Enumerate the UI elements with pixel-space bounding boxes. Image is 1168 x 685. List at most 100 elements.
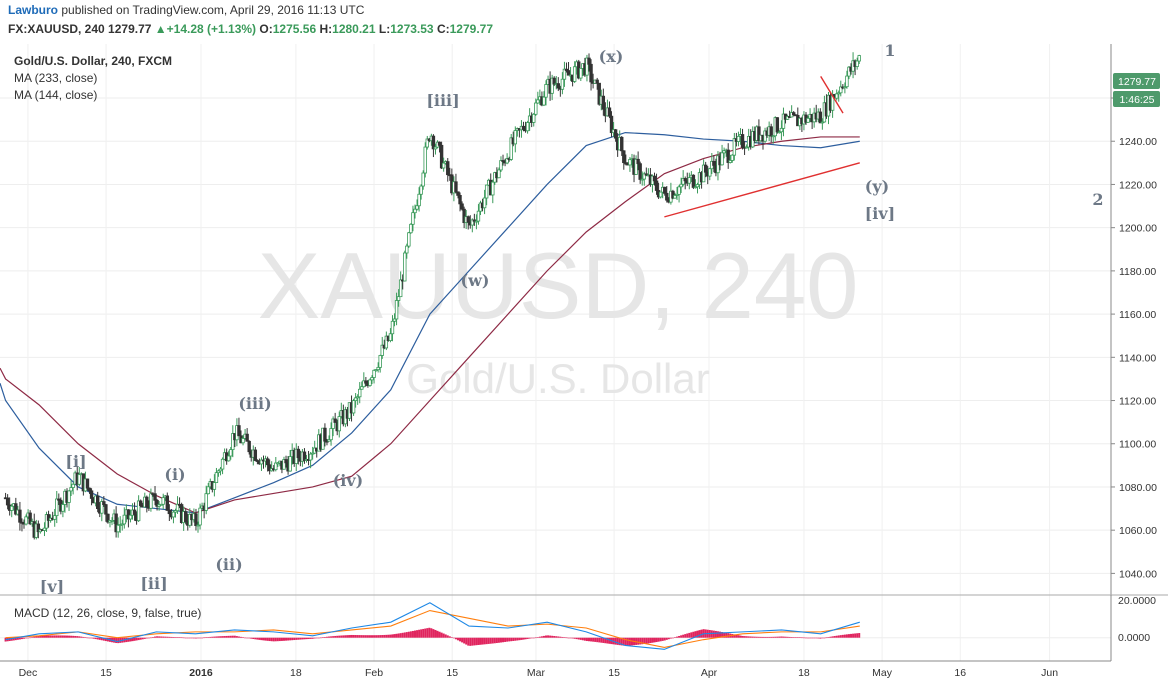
macd-histogram-bar bbox=[188, 637, 191, 639]
candle-body bbox=[405, 245, 409, 254]
candle-body bbox=[24, 516, 28, 525]
candle-body bbox=[218, 468, 223, 472]
candle-body bbox=[536, 99, 540, 104]
wave-label: (i) bbox=[164, 465, 185, 484]
ma144-line bbox=[0, 131, 860, 514]
candle-body bbox=[525, 122, 530, 132]
candle-body bbox=[638, 163, 642, 180]
candle-body bbox=[701, 164, 706, 183]
macd-histogram-bar bbox=[618, 637, 621, 646]
macd-histogram-bar bbox=[35, 636, 38, 638]
macd-histogram-bar bbox=[317, 637, 320, 639]
macd-histogram-bar bbox=[794, 637, 797, 638]
macd-histogram-bar bbox=[45, 635, 48, 638]
candle-body bbox=[333, 418, 337, 423]
candle-body bbox=[10, 505, 14, 511]
macd-histogram-bar bbox=[637, 637, 640, 645]
macd-histogram-bar bbox=[545, 635, 548, 638]
close-label: C: bbox=[436, 22, 450, 36]
macd-histogram-bar bbox=[759, 636, 762, 638]
candle-body bbox=[671, 190, 675, 199]
candle-body bbox=[417, 193, 421, 207]
candle-body bbox=[607, 107, 612, 117]
macd-histogram-bar bbox=[18, 637, 21, 640]
macd-histogram-bar bbox=[143, 637, 146, 639]
candle-body bbox=[362, 380, 366, 388]
macd-histogram-bar bbox=[768, 636, 771, 638]
macd-histogram-bar bbox=[135, 637, 138, 641]
macd-histogram-bar bbox=[270, 637, 273, 642]
candle-body bbox=[331, 418, 335, 429]
macd-histogram-bar bbox=[645, 637, 648, 644]
macd-histogram-bar bbox=[749, 636, 752, 638]
macd-histogram-bar bbox=[424, 628, 427, 638]
macd-histogram-bar bbox=[262, 637, 265, 641]
macd-histogram-bar bbox=[833, 636, 836, 638]
macd-histogram-bar bbox=[276, 637, 279, 642]
macd-histogram-bar bbox=[291, 637, 294, 641]
candle-body bbox=[454, 181, 458, 193]
candle-body bbox=[274, 462, 278, 471]
macd-histogram-bar bbox=[436, 630, 439, 638]
candle-body bbox=[159, 503, 163, 506]
candle-body bbox=[757, 126, 761, 142]
candle-body bbox=[703, 164, 708, 173]
macd-histogram-bar bbox=[174, 637, 177, 638]
ohlc-line: FX:XAUUSD, 240 1279.77 ▲+14.28 (+1.13%) … bbox=[8, 22, 493, 36]
macd-histogram-bar bbox=[852, 633, 855, 638]
candle-body bbox=[214, 472, 219, 483]
macd-histogram-bar bbox=[641, 637, 644, 645]
macd-histogram-bar bbox=[311, 637, 314, 639]
macd-histogram-bar bbox=[211, 636, 214, 638]
candle-body bbox=[44, 514, 49, 529]
candle-body bbox=[237, 425, 241, 437]
candle-body bbox=[781, 113, 786, 129]
macd-histogram-bar bbox=[360, 635, 363, 638]
candle-body bbox=[642, 173, 646, 180]
macd-histogram-bar bbox=[686, 633, 689, 638]
macd-histogram-bar bbox=[536, 637, 539, 638]
macd-histogram-bar bbox=[88, 637, 91, 639]
candle-body bbox=[282, 459, 286, 470]
y-tick-label: 1100.00 bbox=[1119, 439, 1156, 451]
macd-label: MACD (12, 26, close, 9, false, true) bbox=[14, 606, 201, 620]
macd-histogram-bar bbox=[16, 637, 19, 640]
macd-histogram-bar bbox=[766, 636, 769, 638]
candle-body bbox=[96, 495, 100, 510]
macd-histogram-bar bbox=[561, 636, 564, 638]
macd-histogram-bar bbox=[373, 635, 376, 638]
macd-histogram-bar bbox=[688, 632, 691, 638]
candle-body bbox=[175, 503, 180, 512]
wave-label: (x) bbox=[599, 47, 624, 66]
candle-body bbox=[542, 96, 546, 106]
macd-histogram-bar bbox=[328, 636, 331, 638]
macd-histogram-bar bbox=[448, 636, 451, 638]
macd-histogram-bar bbox=[305, 637, 308, 640]
candle-body bbox=[585, 57, 589, 76]
candle-body bbox=[198, 507, 202, 526]
candle-body bbox=[167, 510, 172, 515]
candle-body bbox=[441, 162, 446, 169]
symbol[interactable]: FX:XAUUSD, 240 bbox=[8, 22, 105, 36]
candle-body bbox=[552, 77, 556, 85]
macd-histogram-bar bbox=[778, 636, 781, 638]
macd-histogram-bar bbox=[772, 636, 775, 638]
macd-histogram-bar bbox=[774, 636, 777, 638]
candle-body bbox=[106, 513, 110, 523]
candle-body bbox=[61, 504, 65, 512]
candle-body bbox=[403, 252, 407, 282]
time-axis[interactable]: Dec 15 2016 18 Feb 15 Mar 15 Apr 18 May 16 Jun bbox=[19, 667, 1059, 679]
watermark-symbol: XAUUSD, 240 bbox=[258, 233, 859, 338]
candle-body bbox=[562, 68, 567, 80]
candle-body bbox=[693, 186, 698, 189]
candle-body bbox=[679, 183, 683, 188]
macd-histogram-bar bbox=[25, 637, 28, 639]
macd-histogram-bar bbox=[57, 635, 60, 638]
ma233-line bbox=[0, 136, 860, 514]
macd-histogram-bar bbox=[430, 628, 433, 638]
macd-histogram-bar bbox=[819, 637, 822, 639]
candle-body bbox=[145, 496, 149, 508]
macd-histogram-bar bbox=[804, 637, 807, 639]
author-link[interactable]: Lawburo bbox=[8, 3, 58, 17]
macd-histogram-bar bbox=[432, 629, 435, 638]
